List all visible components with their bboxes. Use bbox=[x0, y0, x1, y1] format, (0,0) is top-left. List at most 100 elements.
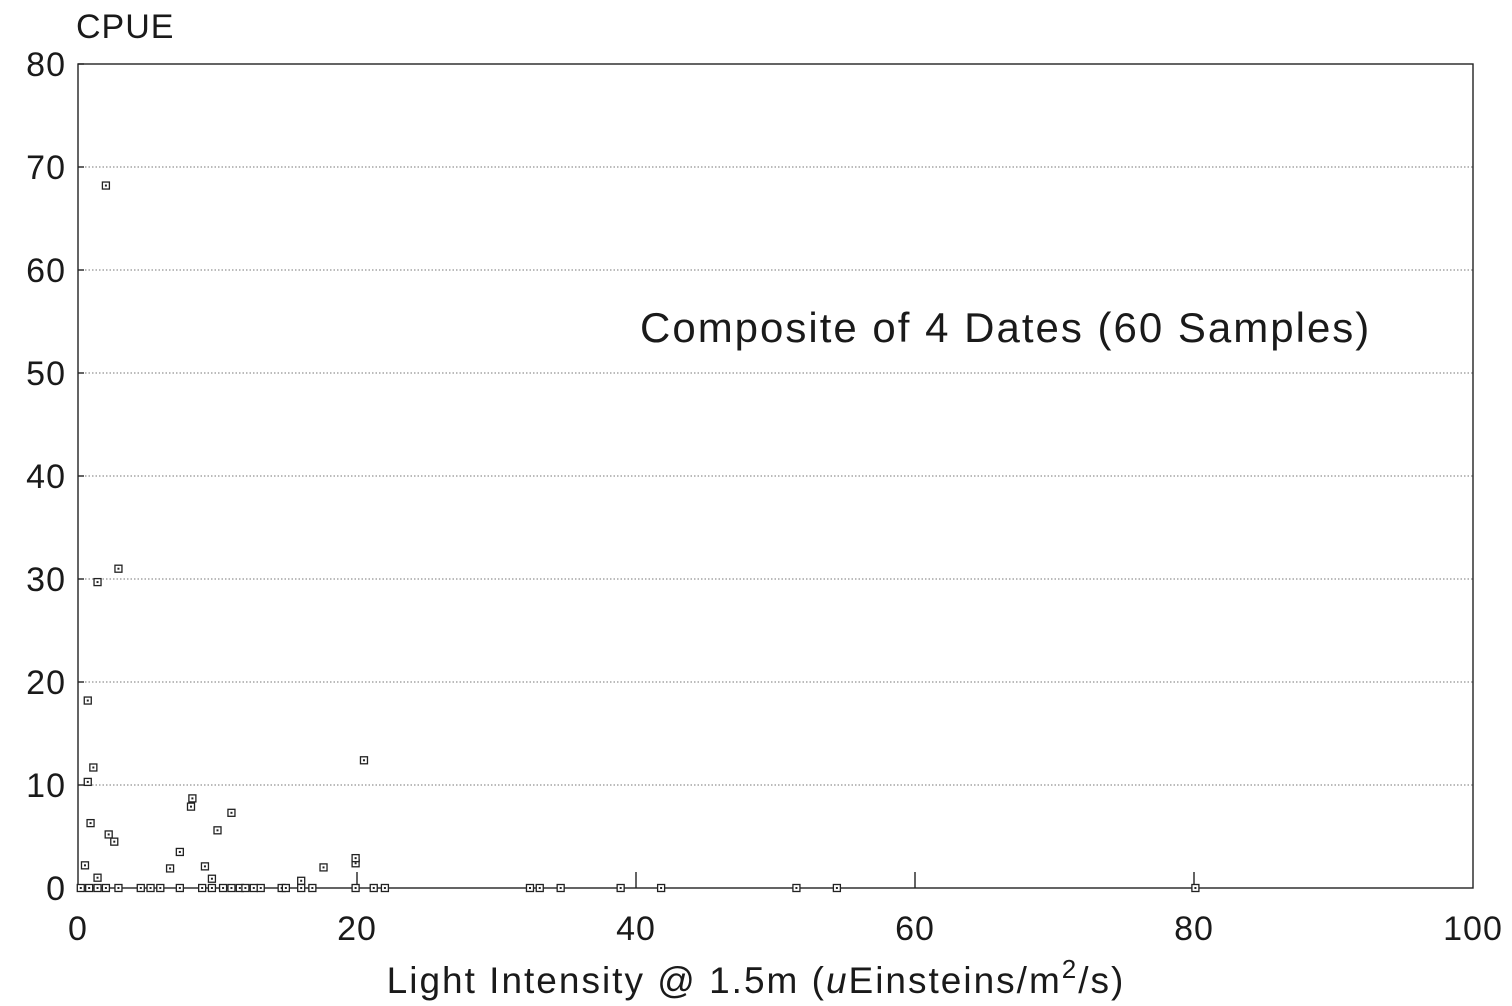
data-point-center bbox=[178, 887, 181, 889]
data-point-center bbox=[92, 766, 95, 769]
data-point bbox=[369, 883, 378, 893]
data-point bbox=[535, 883, 544, 893]
y-tick-label: 80 bbox=[26, 46, 66, 84]
x-axis-label-italic: u bbox=[825, 960, 849, 1001]
data-point bbox=[297, 876, 306, 885]
data-point-center bbox=[88, 887, 91, 889]
data-point-center bbox=[169, 867, 172, 870]
data-point bbox=[76, 883, 85, 893]
data-point bbox=[80, 861, 90, 870]
data-point-center bbox=[280, 887, 283, 889]
data-point-center bbox=[835, 887, 838, 889]
data-point bbox=[207, 883, 217, 893]
y-tick-label: 10 bbox=[26, 767, 66, 805]
data-point-center bbox=[113, 840, 116, 843]
data-point-center bbox=[216, 829, 219, 832]
data-point-center bbox=[230, 887, 233, 889]
data-point-center bbox=[372, 887, 375, 889]
data-point bbox=[200, 862, 210, 871]
y-tick-label: 60 bbox=[26, 252, 66, 290]
y-tick-labels: 0 10 20 30 40 50 60 70 80 bbox=[26, 46, 66, 908]
data-point bbox=[351, 883, 360, 893]
data-point-center bbox=[311, 887, 314, 889]
data-point-center bbox=[86, 699, 89, 702]
y-tick-label: 40 bbox=[26, 458, 66, 496]
data-point bbox=[351, 853, 360, 863]
data-point-center bbox=[252, 887, 255, 889]
data-point-center bbox=[354, 887, 357, 889]
data-point-center bbox=[104, 184, 107, 187]
data-point bbox=[198, 883, 207, 893]
data-point-center bbox=[210, 887, 213, 889]
x-axis-label-sup: 2 bbox=[1061, 954, 1079, 984]
data-point-center bbox=[189, 805, 192, 808]
data-point bbox=[218, 883, 228, 893]
data-point-center bbox=[79, 887, 82, 889]
data-point bbox=[114, 564, 123, 573]
data-point bbox=[110, 837, 119, 846]
data-point bbox=[656, 883, 666, 893]
x-axis-label-prefix: Light Intensity @ 1.5m ( bbox=[386, 960, 826, 1001]
data-point bbox=[281, 883, 291, 893]
x-tick-label: 20 bbox=[337, 910, 377, 948]
data-point-center bbox=[354, 862, 357, 865]
x-tick-label: 100 bbox=[1443, 910, 1503, 948]
data-point-center bbox=[203, 865, 206, 868]
data-point-center bbox=[96, 581, 99, 584]
data-point-center bbox=[178, 850, 181, 853]
data-point bbox=[616, 883, 625, 893]
data-point-center bbox=[284, 887, 287, 889]
data-point bbox=[241, 883, 250, 893]
y-tick-label: 20 bbox=[26, 664, 66, 702]
data-point-center bbox=[619, 887, 622, 889]
grid-lines bbox=[78, 166, 1473, 786]
data-point bbox=[213, 826, 222, 835]
data-point bbox=[227, 883, 236, 893]
data-point-center bbox=[96, 887, 99, 889]
data-point bbox=[556, 883, 565, 893]
data-point bbox=[359, 756, 369, 765]
data-point bbox=[207, 874, 217, 883]
data-point-center bbox=[201, 887, 204, 889]
data-point-center bbox=[139, 887, 142, 889]
data-point bbox=[156, 883, 165, 893]
x-tick-label: 80 bbox=[1174, 910, 1214, 948]
data-points bbox=[76, 181, 1200, 893]
data-point-center bbox=[660, 887, 663, 889]
data-point bbox=[175, 847, 184, 857]
data-point bbox=[1191, 883, 1200, 893]
data-point bbox=[380, 883, 390, 893]
data-point-center bbox=[1194, 887, 1197, 889]
data-point bbox=[93, 873, 102, 882]
data-point bbox=[93, 883, 102, 893]
x-axis-label-mid: Einsteins/m bbox=[848, 960, 1062, 1001]
chart-annotation: Composite of 4 Dates (60 Samples) bbox=[640, 304, 1372, 351]
data-point-center bbox=[104, 887, 107, 889]
data-point-center bbox=[259, 887, 262, 889]
y-tick-label: 0 bbox=[46, 870, 66, 908]
data-point-center bbox=[210, 877, 213, 880]
data-point-center bbox=[238, 887, 241, 889]
data-point-center bbox=[191, 797, 194, 800]
data-point bbox=[93, 577, 102, 587]
data-point-center bbox=[362, 759, 365, 762]
y-tick-label: 70 bbox=[26, 149, 66, 187]
data-point bbox=[114, 883, 123, 893]
data-point bbox=[89, 763, 98, 772]
data-point bbox=[83, 696, 92, 705]
x-tick-label: 0 bbox=[68, 910, 88, 948]
data-point bbox=[525, 883, 535, 893]
data-point bbox=[175, 883, 184, 893]
data-point-center bbox=[300, 887, 303, 889]
data-point bbox=[792, 883, 801, 893]
data-point bbox=[104, 830, 113, 839]
data-point-center bbox=[559, 887, 562, 889]
data-point-center bbox=[86, 780, 89, 783]
data-point-center bbox=[117, 567, 120, 570]
data-point-center bbox=[354, 857, 357, 860]
data-point-center bbox=[96, 876, 99, 879]
data-point bbox=[227, 808, 236, 817]
data-point bbox=[249, 883, 258, 893]
y-axis-label: CPUE bbox=[76, 8, 175, 46]
